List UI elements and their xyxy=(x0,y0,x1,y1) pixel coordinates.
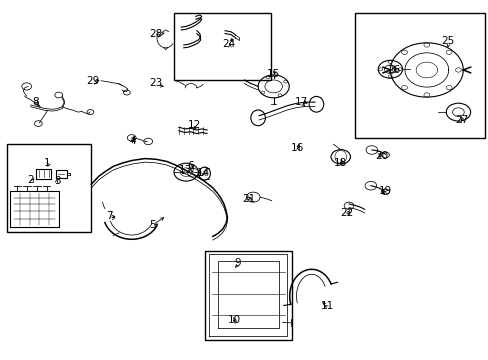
Text: 21: 21 xyxy=(241,194,255,203)
Text: 19: 19 xyxy=(378,186,391,197)
Text: 15: 15 xyxy=(266,68,280,78)
Text: 9: 9 xyxy=(233,258,240,268)
Text: 13: 13 xyxy=(178,165,191,175)
Text: 11: 11 xyxy=(320,301,333,311)
Text: 25: 25 xyxy=(440,36,453,46)
Text: 26: 26 xyxy=(387,65,400,75)
Text: 14: 14 xyxy=(196,168,209,178)
Text: 20: 20 xyxy=(374,151,387,161)
Text: 10: 10 xyxy=(228,315,241,325)
Text: 6: 6 xyxy=(187,161,194,171)
Text: 5: 5 xyxy=(148,220,155,230)
Text: 24: 24 xyxy=(222,39,235,49)
Text: 4: 4 xyxy=(129,136,136,146)
Text: 18: 18 xyxy=(333,158,346,168)
Text: 22: 22 xyxy=(339,208,352,218)
Text: 12: 12 xyxy=(188,120,201,130)
Text: 27: 27 xyxy=(455,115,468,125)
Text: 17: 17 xyxy=(295,97,308,107)
Text: 28: 28 xyxy=(149,29,163,39)
Text: 29: 29 xyxy=(86,76,99,86)
Text: 3: 3 xyxy=(54,176,61,186)
Text: 8: 8 xyxy=(32,97,39,107)
Text: 1: 1 xyxy=(44,158,51,168)
Text: 7: 7 xyxy=(106,211,112,221)
Text: 2: 2 xyxy=(27,175,34,185)
Text: 23: 23 xyxy=(149,78,163,88)
Text: 16: 16 xyxy=(290,143,303,153)
